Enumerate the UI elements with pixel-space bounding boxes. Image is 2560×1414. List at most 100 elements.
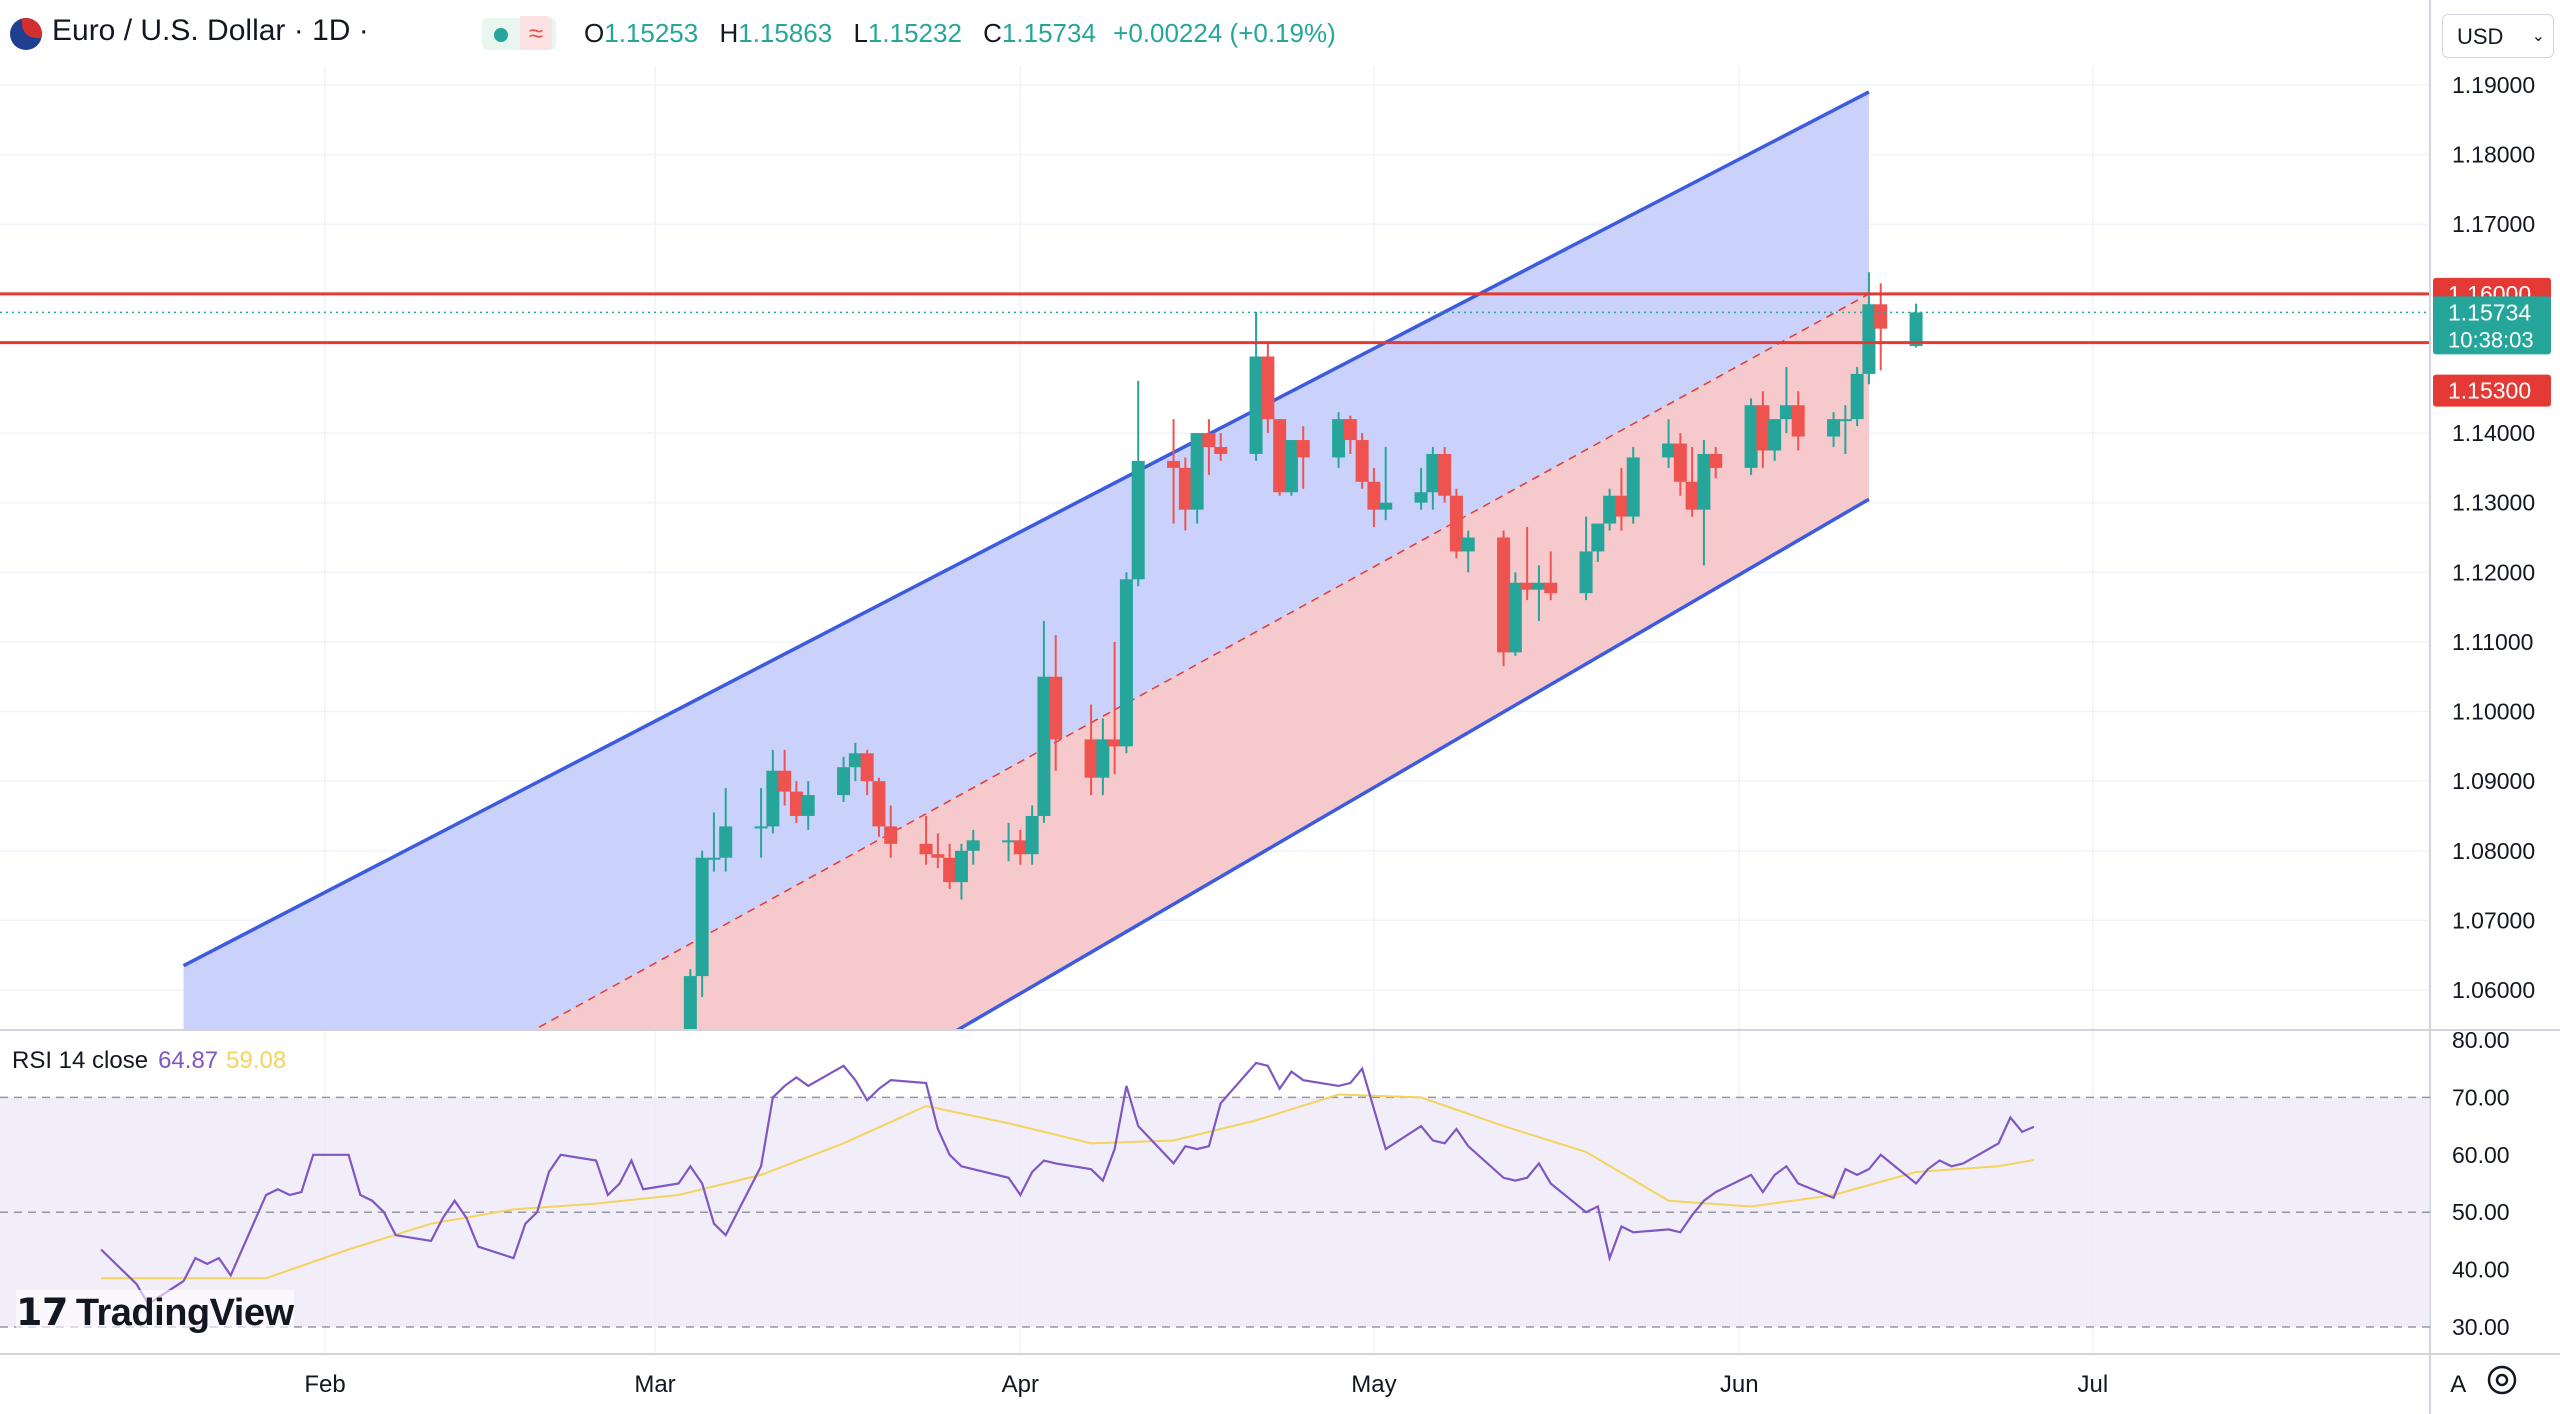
candle-body [1025, 815, 1039, 855]
candle [919, 815, 933, 865]
candle [1367, 467, 1381, 528]
candle-body [1273, 419, 1287, 493]
ohlc-low-value: 1.15232 [867, 18, 962, 48]
candle [1414, 467, 1428, 510]
candle-body [1768, 419, 1782, 451]
candle-body [1131, 460, 1145, 580]
price-tick-label: 1.13000 [2452, 490, 2535, 516]
price-tick-label: 1.17000 [2452, 211, 2535, 237]
candle [1131, 380, 1145, 587]
main-plot [0, 90, 2430, 1030]
candle [1002, 822, 1016, 862]
symbol-title[interactable]: Euro / U.S. Dollar · 1D · [52, 14, 369, 47]
candle-body [1167, 460, 1181, 468]
price-tick-label: 1.18000 [2452, 142, 2535, 168]
candle-body [1508, 582, 1522, 653]
candle [778, 749, 792, 806]
candle-body [1202, 433, 1216, 447]
candle-body [1614, 495, 1628, 517]
candle [1497, 530, 1511, 667]
candle [1779, 366, 1793, 434]
candle [1626, 447, 1640, 524]
currency-select[interactable]: USD ⌄ [2442, 14, 2554, 58]
candle-body [1744, 405, 1758, 468]
candle-body [1084, 739, 1098, 778]
candle-body [1579, 551, 1593, 594]
candle [1756, 391, 1770, 468]
ohlc-high-key: H [719, 18, 739, 48]
candle [1084, 704, 1098, 796]
rsi-tick-label: 30.00 [2452, 1314, 2510, 1340]
candle [884, 805, 898, 858]
ohlc-open-value: 1.15253 [604, 18, 699, 48]
candle-body [919, 843, 933, 855]
ohlc-high-value: 1.15863 [738, 18, 833, 48]
candle-body [1697, 453, 1711, 510]
rsi-line [100, 1061, 2035, 1306]
tradingview-logo[interactable]: 𝟭𝟳 TradingView [16, 1290, 294, 1335]
candle [872, 777, 886, 837]
candle [1202, 419, 1216, 475]
candle [1838, 405, 1852, 454]
candle-body [719, 826, 733, 858]
candle-body [1544, 582, 1558, 594]
settings-gear-icon[interactable] [2484, 1362, 2520, 1398]
candle [1461, 530, 1475, 573]
candle [1190, 433, 1204, 524]
level-low-label: 1.15300 [2448, 378, 2531, 404]
rsi-legend[interactable]: RSI 14 close 64.87 59.08 [12, 1047, 286, 1075]
candle [1379, 447, 1393, 521]
candle [1579, 516, 1593, 601]
candle [1249, 311, 1263, 461]
candle-body [1332, 419, 1346, 458]
candle-body [1461, 537, 1475, 552]
currency-label: USD [2457, 24, 2504, 49]
candle [1591, 523, 1605, 562]
price-tick-label: 1.06000 [2452, 977, 2535, 1003]
channel-lower-line [954, 497, 1870, 1030]
candle [1438, 447, 1452, 503]
candle-body [860, 753, 874, 782]
ohlc-close-key: C [983, 18, 1002, 48]
candle-body [1709, 453, 1723, 468]
candle-body [766, 770, 780, 827]
candle [695, 850, 709, 997]
candle-body [1626, 457, 1640, 517]
candle-body [1284, 440, 1298, 493]
candle [1178, 457, 1192, 531]
candle-body [1909, 312, 1923, 347]
current-price-label-bg [2433, 296, 2551, 355]
candle-body [1591, 523, 1605, 552]
candle [1273, 419, 1287, 496]
chevron-down-icon: ⌄ [2531, 28, 2545, 45]
candle-body [1662, 443, 1676, 458]
candle-body [1343, 419, 1357, 441]
time-tick-label: Mar [634, 1371, 675, 1398]
candle-body [1862, 304, 1876, 374]
candle [1532, 565, 1546, 622]
rsi-tick-label: 60.00 [2452, 1142, 2510, 1168]
wave-icon[interactable]: ≈ [520, 16, 552, 50]
candle [1603, 488, 1617, 531]
candle [1685, 447, 1699, 517]
candle [683, 969, 697, 1030]
candle [1013, 829, 1027, 865]
candle [1709, 447, 1723, 479]
price-tick-label: 1.08000 [2452, 838, 2535, 864]
rsi-tick-label: 70.00 [2452, 1084, 2510, 1110]
candle [801, 781, 815, 830]
candle [719, 788, 733, 872]
candle-body [1497, 537, 1511, 653]
candle [766, 749, 780, 834]
candle-body [789, 791, 803, 816]
candle-body [1791, 405, 1805, 437]
candle [1426, 447, 1440, 510]
price-tick-label: 1.12000 [2452, 559, 2535, 585]
rsi-value: 64.87 [158, 1047, 219, 1074]
candle [1108, 641, 1122, 775]
candle-body [1096, 739, 1110, 778]
rsi-plot [0, 1061, 2430, 1328]
candle [1296, 426, 1310, 489]
candle [1791, 391, 1805, 451]
